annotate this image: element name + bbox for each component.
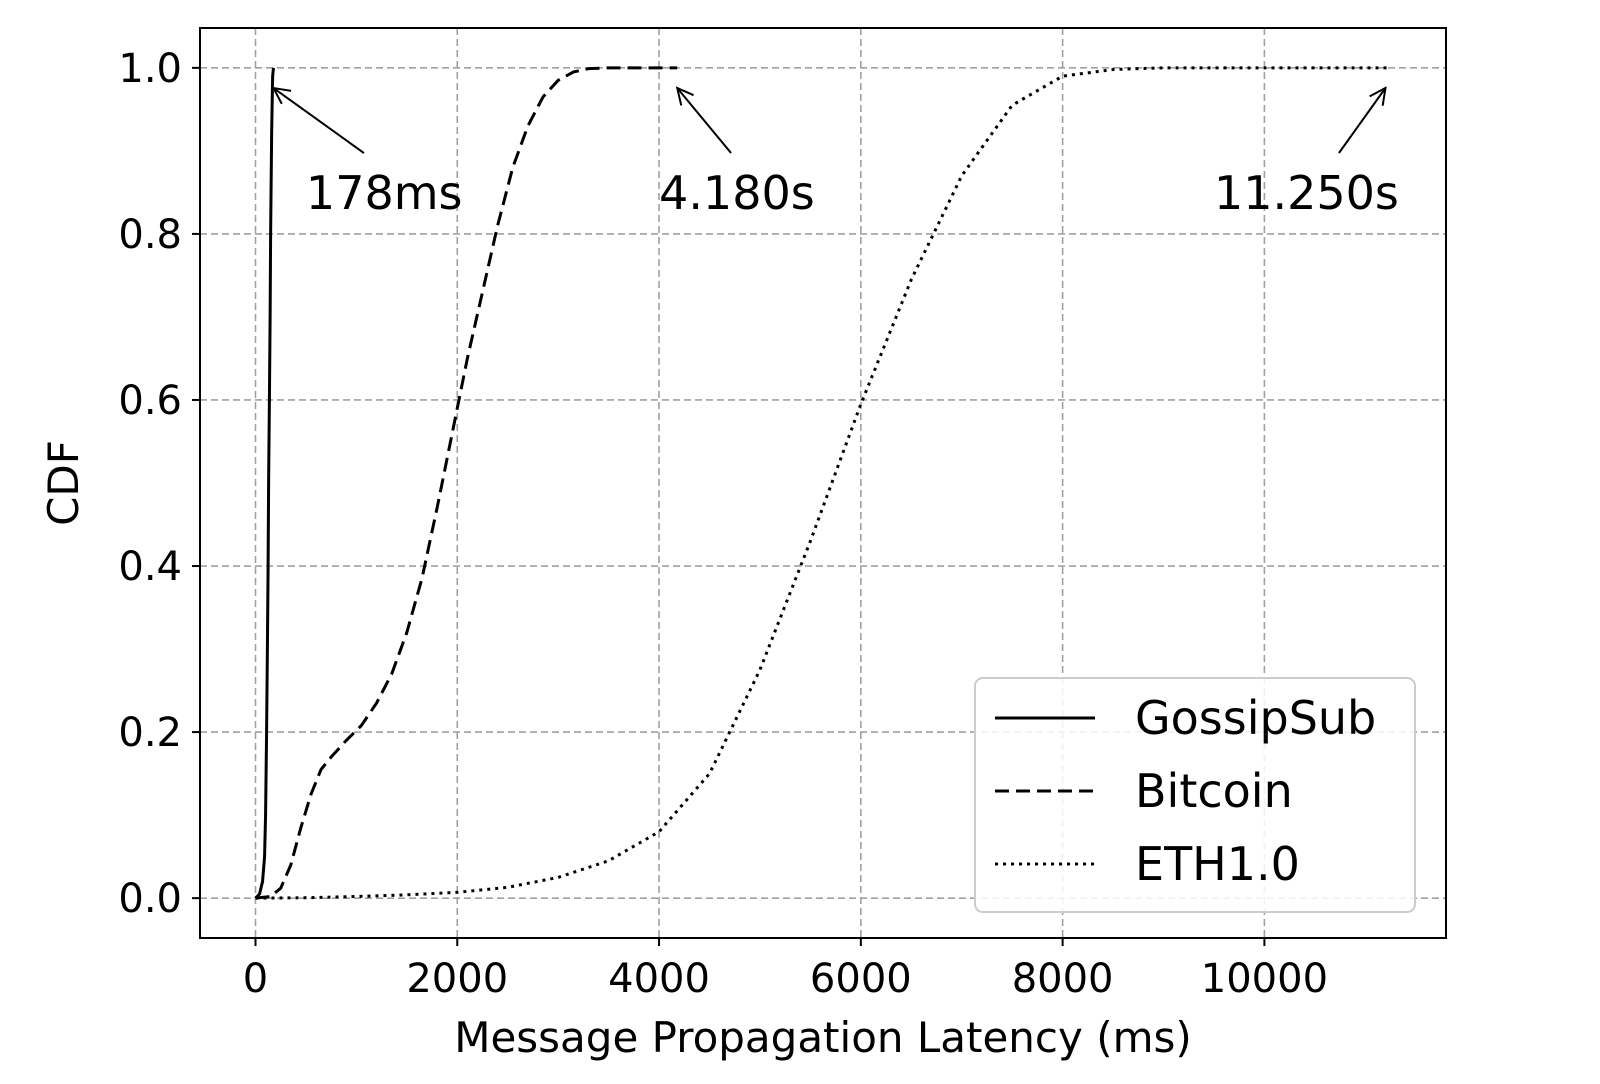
legend-label: ETH1.0 xyxy=(1135,837,1300,891)
annotation-label: 11.250s xyxy=(1214,166,1399,220)
annotation-arrow xyxy=(273,88,365,154)
annotation-arrow xyxy=(677,88,732,154)
x-tick-label: 6000 xyxy=(810,956,912,1002)
x-tick-label: 8000 xyxy=(1012,956,1114,1002)
series-line-eth1-0 xyxy=(255,66,1391,900)
y-tick-label: 0.6 xyxy=(118,378,182,424)
series-line-gossipsub xyxy=(254,67,275,900)
y-tick-label: 0.8 xyxy=(118,212,182,258)
annotation-label: 178ms xyxy=(306,166,463,220)
y-axis-label: CDF xyxy=(39,440,88,526)
y-tick-label: 0.2 xyxy=(118,710,182,756)
series-layer xyxy=(254,66,1391,900)
legend-box xyxy=(974,677,1416,913)
y-tick-label: 0.0 xyxy=(118,876,182,922)
y-tick-label: 0.4 xyxy=(118,544,182,590)
plot-area-frame xyxy=(199,27,1447,939)
series-line-bitcoin xyxy=(255,66,678,900)
x-axis-label: Message Propagation Latency (ms) xyxy=(454,1013,1192,1062)
annotation-arrow xyxy=(1338,88,1386,154)
legend-label: Bitcoin xyxy=(1135,764,1293,818)
axis-ticks: 0 2000 4000 6000 8000 10000 0.0 0.2 0.4 0.6 0.8 1.0 xyxy=(118,46,1328,1002)
legend: GossipSub Bitcoin ETH1.0 xyxy=(974,677,1416,913)
annotations: 178ms 4.180s 11.250s xyxy=(273,88,1399,220)
x-tick-label: 10000 xyxy=(1201,956,1328,1002)
legend-label: GossipSub xyxy=(1135,691,1376,745)
x-tick-label: 4000 xyxy=(608,956,710,1002)
annotation-label: 4.180s xyxy=(659,166,815,220)
x-tick-label: 0 xyxy=(243,956,268,1002)
x-tick-label: 2000 xyxy=(406,956,508,1002)
y-tick-label: 1.0 xyxy=(118,46,182,92)
